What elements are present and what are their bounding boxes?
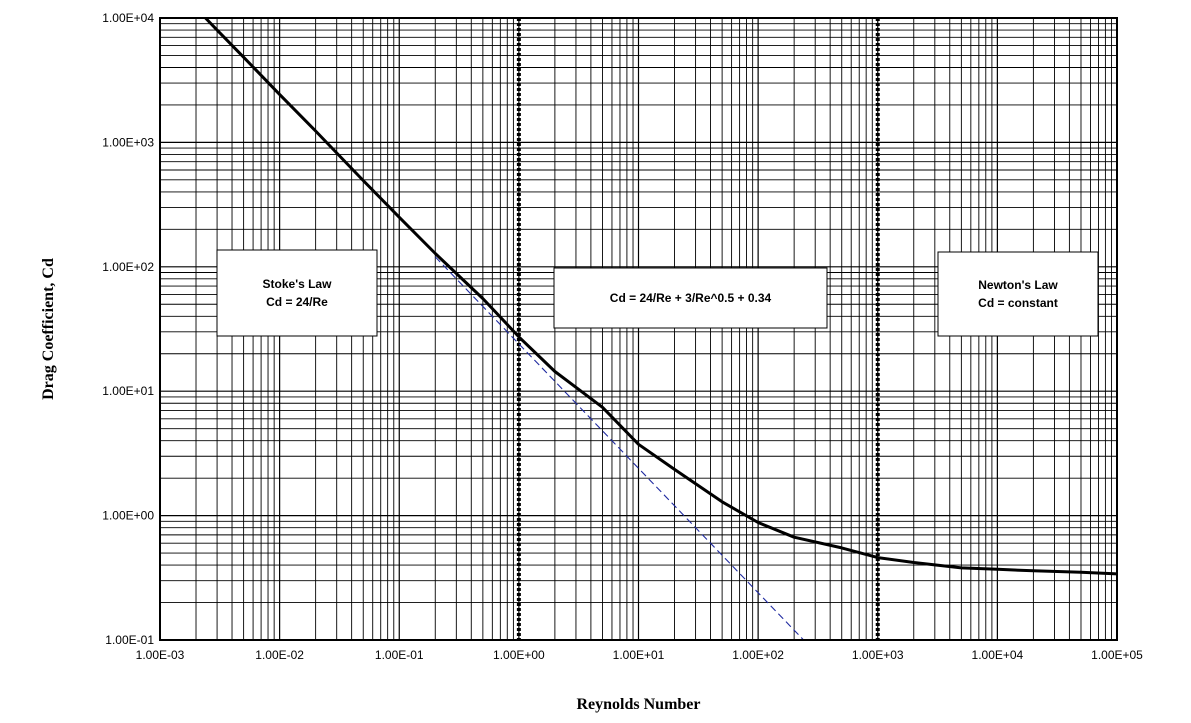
x-tick-label: 1.00E+04 [972,648,1024,662]
series-layer [204,16,1118,641]
y-tick-label: 1.00E+00 [102,509,154,523]
annotation-text: Newton's Law [978,278,1058,292]
x-tick-label: 1.00E+00 [493,648,545,662]
y-tick-label: 1.00E+04 [102,11,154,25]
x-tick-label: 1.00E-02 [255,648,304,662]
y-tick-label: 1.00E-01 [105,633,154,647]
y-tick-label: 1.00E+02 [102,260,154,274]
x-tick-label: 1.00E+05 [1091,648,1143,662]
annotation-text: Cd = 24/Re + 3/Re^0.5 + 0.34 [610,291,772,305]
x-tick-label: 1.00E+02 [732,648,784,662]
plot-frame [159,17,1118,641]
annotations: Stoke's Law Cd = 24/Re Cd = 24/Re + 3/Re^0… [216,249,1099,337]
x-tick-labels: 1.00E-03 1.00E-02 1.00E-01 1.00E+00 1.00E+01… [136,648,1144,662]
y-axis-title: Drag Coefficient, Cd [40,258,57,400]
annotation-newton: Newton's Law Cd = constant [937,251,1099,337]
x-tick-label: 1.00E+01 [613,648,665,662]
annotation-intermediate: Cd = 24/Re + 3/Re^0.5 + 0.34 [553,267,828,329]
annotation-box [553,267,828,329]
x-axis-title: Reynolds Number [576,696,700,713]
regime-boundaries [516,18,880,640]
annotation-text: Cd = constant [978,296,1058,310]
stokes-law-dashed-line [434,256,804,641]
x-tick-label: 1.00E-03 [136,648,185,662]
annotation-stokes: Stoke's Law Cd = 24/Re [216,249,378,337]
annotation-box [937,251,1099,337]
annotation-text: Cd = 24/Re [266,295,328,309]
y-tick-label: 1.00E+03 [102,135,154,149]
annotation-box [216,249,378,337]
annotation-text: Stoke's Law [263,277,333,291]
y-tick-label: 1.00E+01 [102,384,154,398]
y-tick-labels: 1.00E-01 1.00E+00 1.00E+01 1.00E+02 1.00E+03… [102,11,154,647]
drag-coefficient-curve [204,16,1118,576]
x-tick-label: 1.00E-01 [375,648,424,662]
x-tick-label: 1.00E+03 [852,648,904,662]
